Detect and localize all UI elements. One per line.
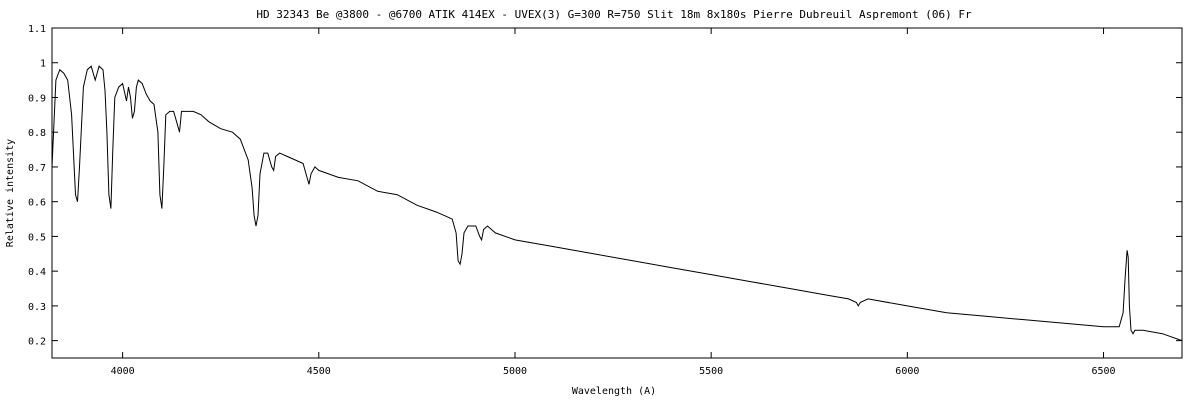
y-tick-label: 0.9 xyxy=(28,93,46,104)
x-axis: 4000 4500 5000 5500 6000 6500 xyxy=(111,28,1116,377)
x-tick-label: 6500 xyxy=(1091,366,1115,377)
x-tick-label: 4500 xyxy=(307,366,331,377)
chart-title: HD 32343 Be @3800 - @6700 ATIK 414EX - U… xyxy=(256,8,972,21)
x-tick-label: 6000 xyxy=(895,366,919,377)
y-tick-label: 0.5 xyxy=(28,232,46,243)
y-tick-label: 0.3 xyxy=(28,302,46,313)
y-tick-label: 1 xyxy=(40,59,46,70)
y-tick-label: 0.8 xyxy=(28,128,46,139)
y-tick-label: 0.7 xyxy=(28,163,46,174)
y-tick-label: 0.4 xyxy=(28,267,46,278)
y-tick-label: 0.6 xyxy=(28,198,46,209)
plot-frame xyxy=(51,27,1183,359)
y-axis-label: Relative intensity xyxy=(5,139,16,247)
y-tick-label: 1.1 xyxy=(28,24,46,35)
x-axis-label: Wavelength (A) xyxy=(572,386,656,397)
x-tick-label: 5000 xyxy=(503,366,527,377)
spectrum-line xyxy=(51,65,1183,342)
y-axis: 0.2 0.3 0.4 0.5 0.6 0.7 0.8 0.9 1 1.1 xyxy=(28,24,1182,348)
x-tick-label: 4000 xyxy=(111,366,135,377)
x-tick-label: 5500 xyxy=(699,366,723,377)
y-tick-label: 0.2 xyxy=(28,337,46,348)
